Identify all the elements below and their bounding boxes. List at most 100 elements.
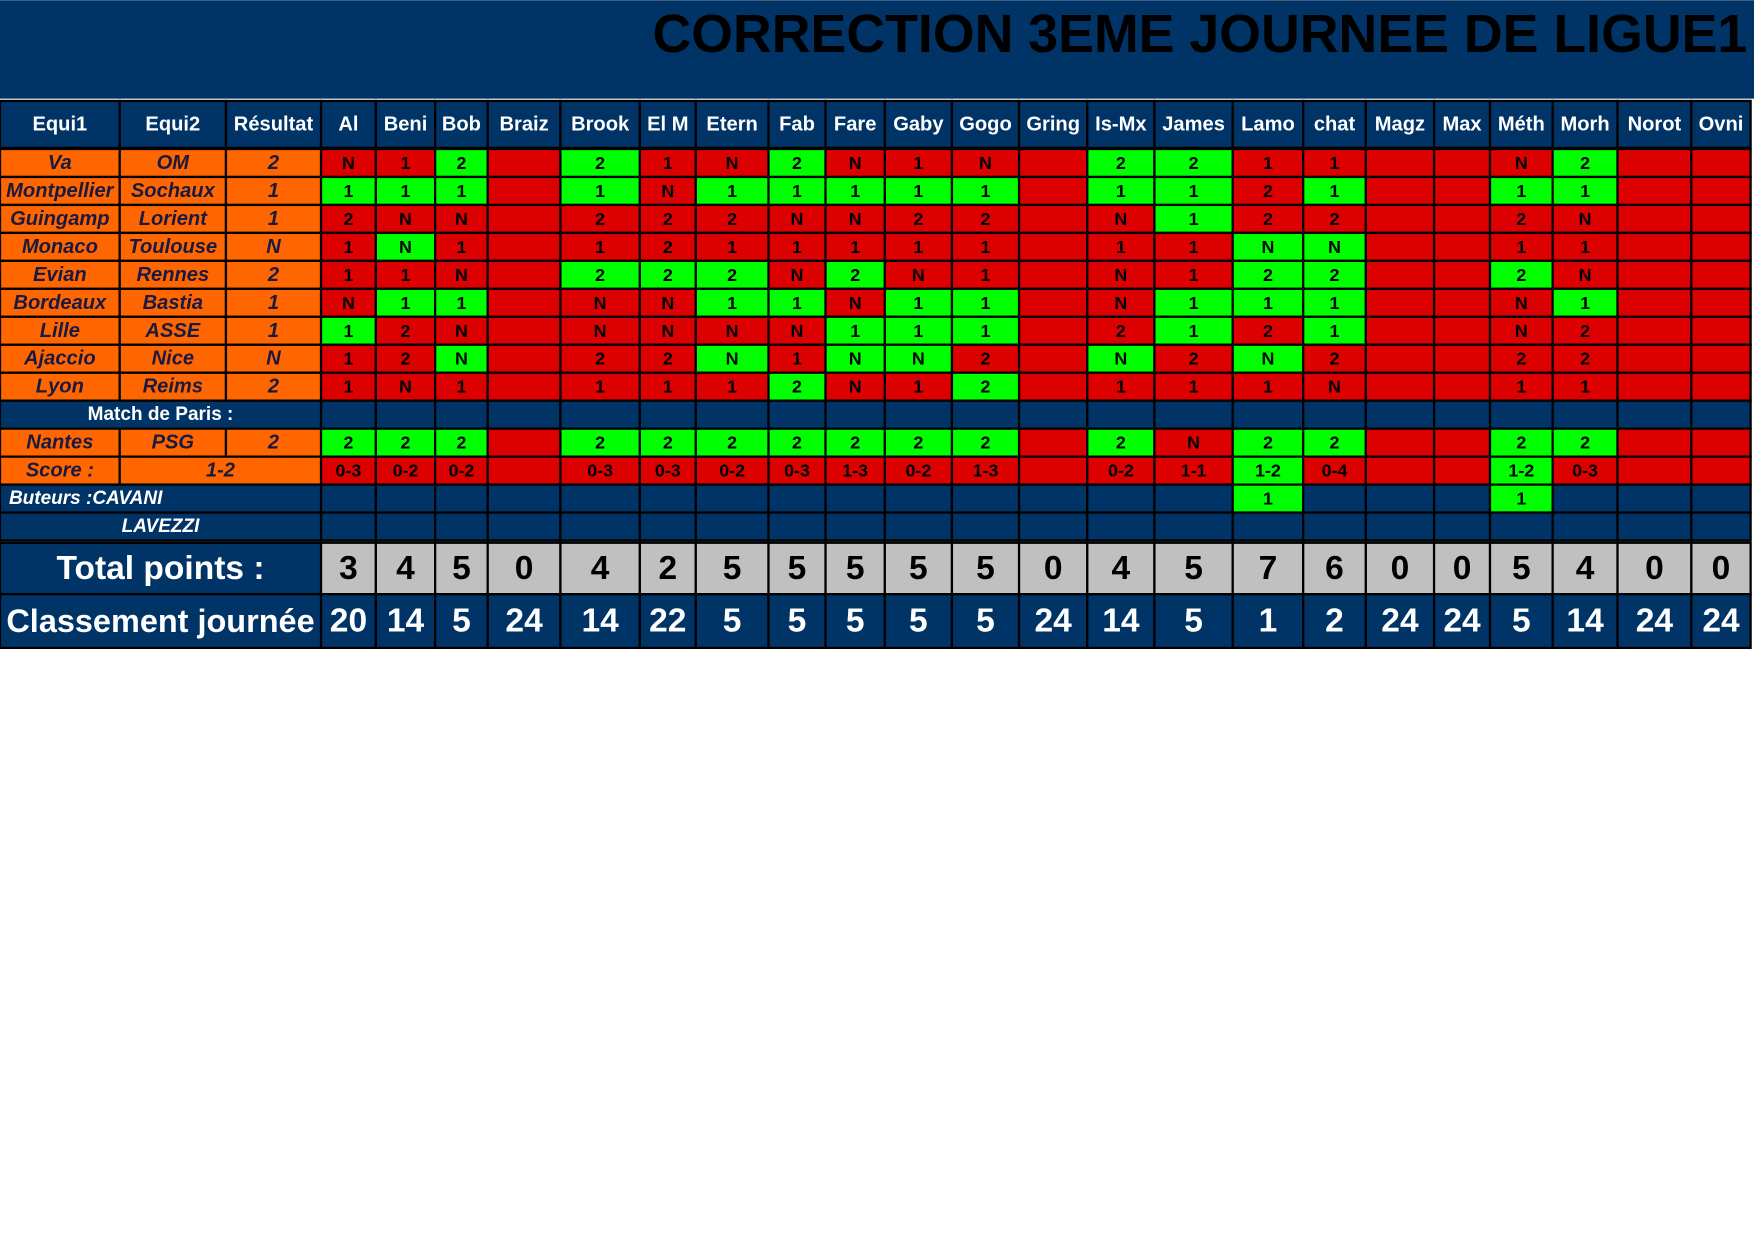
prediction-bg (1302, 203, 1367, 235)
prediction-bg (1432, 315, 1492, 346)
prediction: N (1328, 237, 1341, 257)
prediction: 2 (1189, 153, 1199, 173)
prediction-bg (1364, 371, 1436, 402)
prediction: N (912, 349, 925, 369)
prediction: 1 (1116, 237, 1126, 257)
rank-bg (374, 593, 437, 650)
team-2-bg (118, 175, 228, 207)
prediction: N (1261, 349, 1274, 369)
prediction: 2 (1580, 153, 1590, 173)
prediction: N (342, 293, 355, 313)
prediction: 1 (401, 153, 411, 173)
rank: 24 (1636, 603, 1674, 640)
prediction: 0-3 (587, 461, 613, 481)
prediction: 2 (727, 209, 737, 229)
empty-cell-bg (950, 399, 1021, 430)
prediction-bg (319, 175, 377, 207)
prediction-bg (1432, 427, 1492, 458)
prediction-bg (1086, 371, 1156, 402)
prediction-bg (1551, 455, 1619, 486)
prediction: N (979, 153, 992, 173)
rank-label: Classement journée (6, 603, 314, 639)
prediction: 2 (663, 349, 673, 369)
total-label: Total points : (56, 550, 264, 587)
prediction: N (342, 153, 355, 173)
prediction: 1 (981, 237, 991, 257)
rank: 20 (330, 603, 367, 640)
prediction: 2 (1263, 321, 1273, 341)
empty-cell-bg (1690, 399, 1752, 430)
total-points: 0 (1645, 550, 1664, 587)
prediction: N (791, 209, 804, 229)
prediction: 1 (401, 293, 411, 313)
prediction-bg (1616, 427, 1693, 458)
rank-bg (1488, 593, 1554, 650)
player-header-bg (486, 99, 562, 150)
prediction: 1 (1263, 377, 1273, 397)
prediction: 2 (1189, 349, 1199, 369)
prediction-bg (824, 315, 886, 346)
rank-bg (486, 593, 562, 650)
prediction: 2 (850, 265, 860, 285)
prediction: 1 (595, 377, 605, 397)
prediction: 2 (913, 433, 923, 453)
scorer-point-bg (559, 483, 641, 514)
scorer-point-bg (374, 483, 437, 514)
prediction: 1 (1580, 377, 1590, 397)
empty-cell-bg (486, 399, 562, 430)
empty-cell-bg (559, 511, 641, 542)
prediction: 0-2 (393, 461, 419, 481)
prediction-bg (374, 231, 437, 262)
total-points: 0 (1712, 550, 1731, 587)
prediction-bg (1551, 147, 1619, 179)
empty-cell-bg (1488, 511, 1554, 542)
prediction: 1 (1516, 181, 1526, 201)
prediction: 2 (850, 433, 860, 453)
team-2: PSG (152, 432, 195, 454)
player-header: Ovni (1699, 113, 1744, 135)
prediction-bg (1231, 427, 1305, 458)
prediction: 1 (727, 181, 737, 201)
empty-cell-bg (1231, 511, 1305, 542)
prediction: 0-3 (336, 461, 362, 481)
prediction-bg (1616, 203, 1693, 235)
prediction: 2 (1263, 265, 1273, 285)
rank-bg (638, 593, 697, 650)
column-header: Equi1 (32, 113, 87, 135)
prediction-bg (319, 455, 377, 486)
prediction: 2 (1516, 349, 1526, 369)
prediction-bg (767, 343, 827, 374)
prediction: N (455, 321, 468, 341)
total-points-bg (950, 541, 1021, 596)
prediction-bg (1302, 455, 1367, 486)
result: N (266, 348, 281, 370)
prediction: 1 (792, 293, 802, 313)
total-points: 5 (976, 550, 995, 587)
player-header-bg (1231, 99, 1305, 150)
prediction: 2 (1330, 433, 1340, 453)
team-1: Nantes (26, 432, 93, 454)
empty-cell-bg (883, 511, 954, 542)
empty-cell-bg (694, 399, 770, 430)
result: 2 (267, 264, 279, 286)
rank: 24 (1443, 603, 1481, 640)
total-points-bg (883, 541, 954, 596)
prediction: 1-1 (1181, 461, 1207, 481)
prediction: 1 (792, 181, 802, 201)
prediction: 1 (981, 265, 991, 285)
prediction: 1 (913, 321, 923, 341)
scorer-point-bg (434, 483, 489, 514)
rank: 5 (976, 603, 995, 640)
player-header: Fab (779, 113, 815, 135)
prediction-bg (883, 147, 954, 179)
player-header-bg (434, 99, 489, 150)
scorers-label: Buteurs :CAVANI (9, 488, 163, 509)
prediction-bg (434, 315, 489, 346)
prediction: 2 (595, 209, 605, 229)
prediction-bg (1432, 175, 1492, 207)
rank-bg (767, 593, 827, 650)
empty-cell-bg (824, 399, 886, 430)
prediction: 1 (595, 181, 605, 201)
prediction-bg (1690, 287, 1752, 318)
prediction: N (1328, 377, 1341, 397)
